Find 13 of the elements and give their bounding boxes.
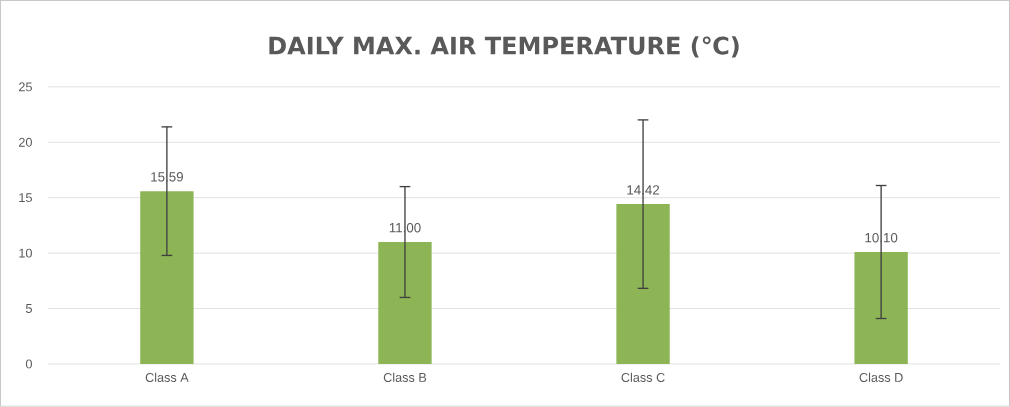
y-tick-label: 0 — [25, 359, 32, 369]
x-tick-label: Class D — [859, 372, 903, 383]
bar — [378, 242, 432, 365]
x-tick-label: Class A — [145, 372, 189, 383]
chart-title: DAILY MAX. AIR TEMPERATURE (℃) — [269, 36, 739, 58]
y-tick-label: 10 — [19, 248, 32, 258]
x-tick-label: Class B — [383, 372, 427, 383]
y-tick-label: 25 — [19, 82, 32, 92]
y-tick-label: 20 — [19, 137, 32, 147]
y-tick-label: 5 — [25, 304, 32, 314]
x-tick-label: Class C — [621, 372, 665, 383]
bar — [140, 191, 194, 365]
y-tick-label: 15 — [19, 193, 32, 203]
